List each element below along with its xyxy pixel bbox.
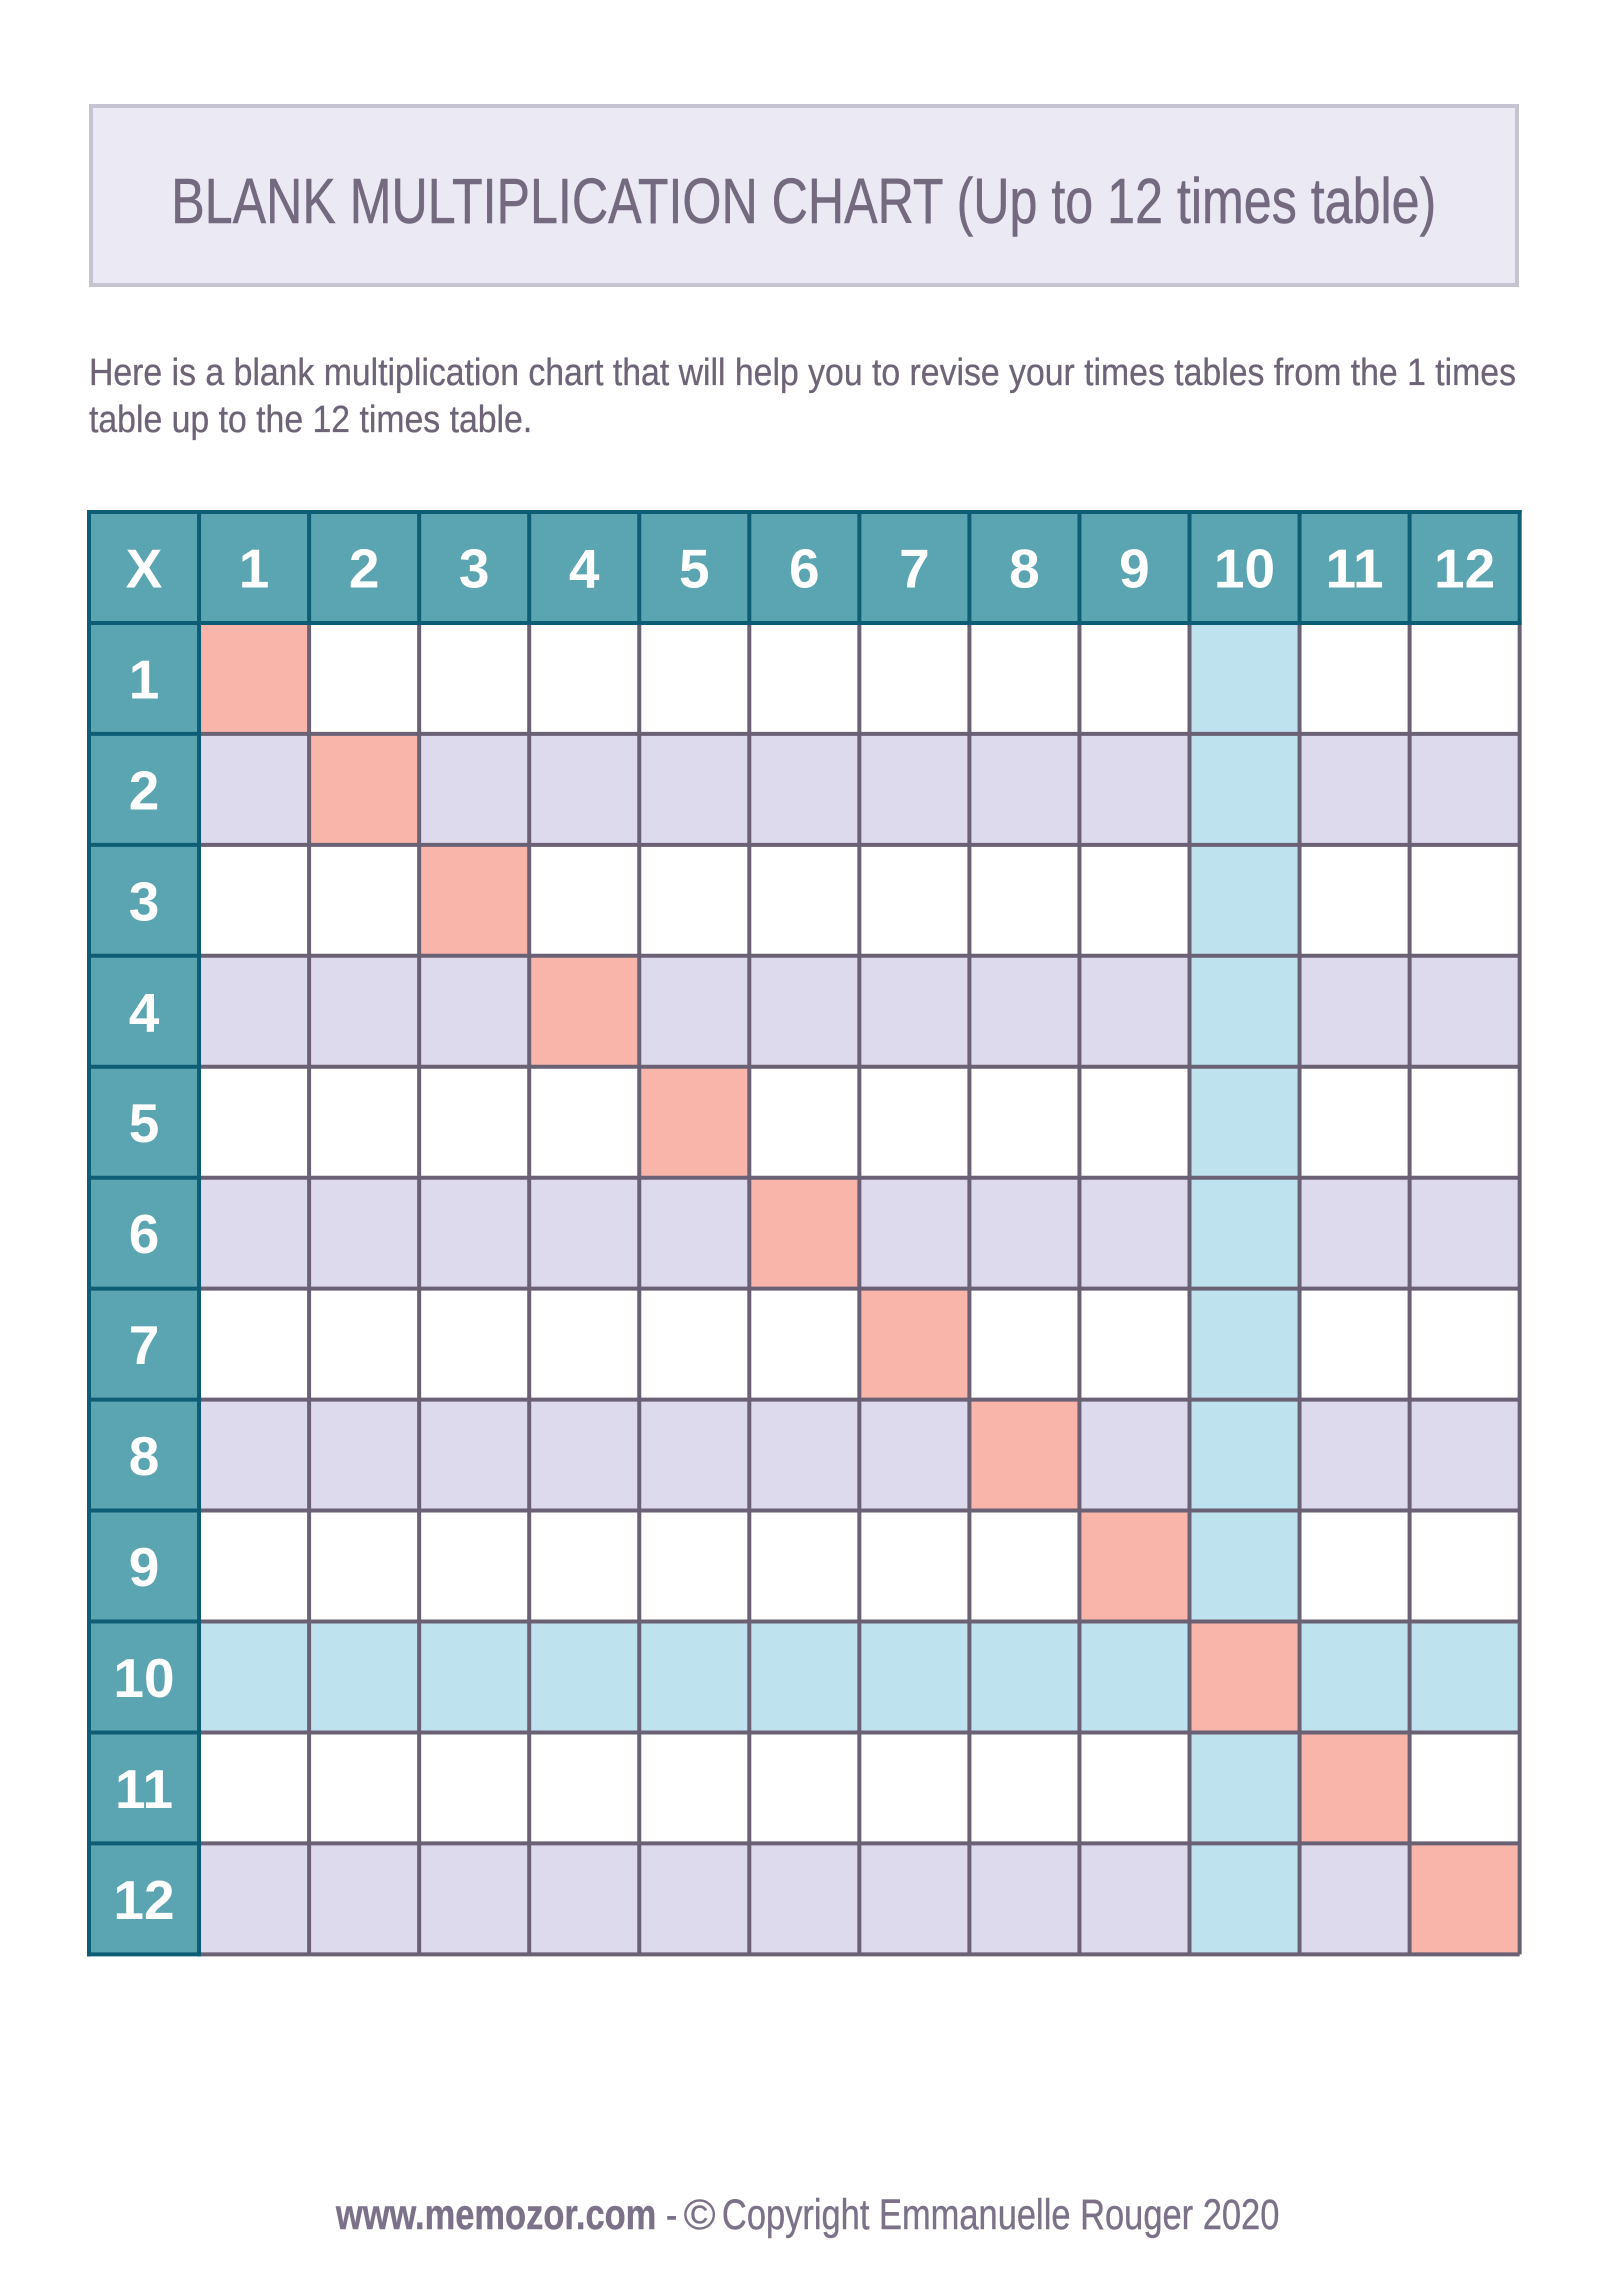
svg-text:X: X (126, 537, 163, 599)
svg-text:4: 4 (129, 981, 160, 1043)
svg-text:3: 3 (129, 870, 160, 932)
svg-text:5: 5 (129, 1092, 160, 1154)
svg-text:4: 4 (569, 537, 600, 599)
svg-text:6: 6 (789, 537, 820, 599)
svg-text:7: 7 (129, 1314, 160, 1376)
svg-text:12: 12 (113, 1869, 174, 1931)
svg-text:1: 1 (239, 537, 270, 599)
svg-text:11: 11 (1326, 537, 1384, 599)
svg-text:12: 12 (1434, 537, 1495, 599)
svg-text:3: 3 (459, 537, 490, 599)
svg-text:10: 10 (113, 1647, 174, 1709)
svg-text:5: 5 (679, 537, 710, 599)
svg-text:7: 7 (899, 537, 930, 599)
svg-text:6: 6 (129, 1203, 160, 1265)
svg-text:1: 1 (129, 648, 160, 710)
svg-text:9: 9 (1119, 537, 1150, 599)
svg-text:11: 11 (115, 1758, 173, 1820)
svg-text:8: 8 (1009, 537, 1040, 599)
svg-text:10: 10 (1214, 537, 1275, 599)
svg-text:9: 9 (129, 1536, 160, 1598)
svg-text:2: 2 (129, 759, 160, 821)
svg-text:2: 2 (349, 537, 380, 599)
svg-text:8: 8 (129, 1425, 160, 1487)
